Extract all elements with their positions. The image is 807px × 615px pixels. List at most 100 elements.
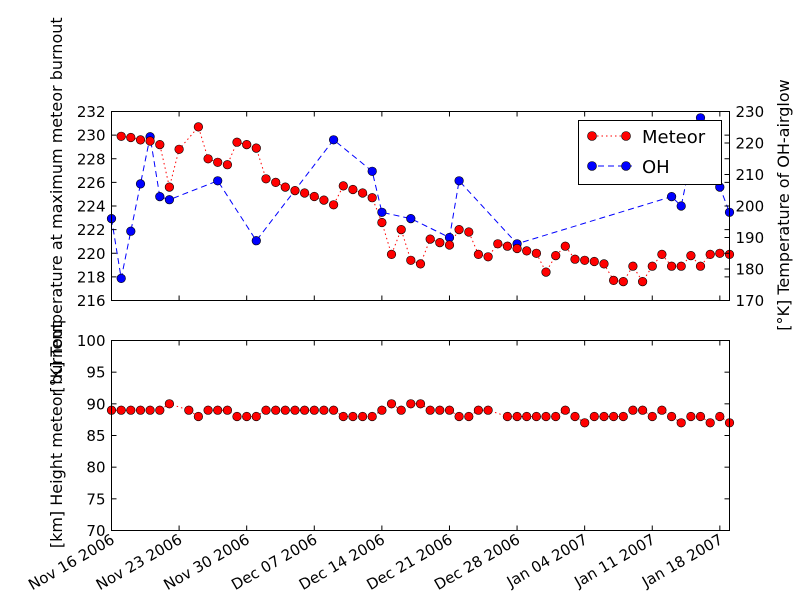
bottom-plot-frame [111, 340, 730, 531]
meteor-height-point [666, 411, 677, 422]
meteor-height-point [676, 418, 686, 428]
y-tick-label: 228 [77, 150, 106, 168]
oh-point [135, 179, 146, 189]
y-tick-label: 75 [86, 490, 105, 508]
meteor-point [666, 261, 677, 271]
meteor-point [531, 248, 542, 258]
meteor-height-point [570, 411, 580, 422]
meteor-point [647, 261, 657, 271]
legend-meteor-label: Meteor [642, 127, 706, 148]
y-right-tick-label: 170 [736, 292, 765, 310]
meteor-point [415, 259, 426, 269]
meteor-height-point [425, 405, 435, 415]
meteor-height-point [135, 405, 146, 415]
y-tick-label: 224 [77, 198, 106, 216]
meteor-point [541, 267, 551, 277]
y-tick-label: 232 [77, 103, 106, 121]
oh-point [367, 166, 377, 176]
meteor-height-point [531, 411, 542, 422]
meteor-height-point [686, 411, 696, 422]
meteor-height-point [338, 411, 348, 422]
y-tick-label: 230 [77, 127, 106, 145]
meteor-height-point [261, 405, 271, 415]
meteor-height-point [155, 405, 165, 415]
meteor-point [251, 143, 261, 153]
meteor-height-point [599, 411, 609, 422]
meteor-point [155, 140, 165, 150]
y-tick-label: 216 [77, 292, 106, 310]
legend-meteor-marker [587, 131, 597, 141]
meteor-height-point [580, 418, 590, 428]
meteor-height-point [551, 411, 561, 422]
y-tick-label: 90 [86, 395, 105, 413]
oh-point [666, 192, 677, 202]
meteor-height-point [695, 411, 706, 422]
meteor-point [329, 200, 339, 210]
meteor-height-point [560, 405, 570, 415]
legend-oh-label: OH [642, 157, 670, 178]
oh-point [213, 176, 223, 186]
meteor-height-point [116, 405, 126, 415]
meteor-height-point [502, 411, 513, 422]
meteor-point [135, 135, 146, 145]
meteor-height-point [290, 405, 300, 415]
meteor-height-point [232, 411, 242, 422]
meteor-point [570, 254, 580, 264]
meteor-point [551, 251, 561, 261]
meteor-point [396, 225, 406, 235]
meteor-point [473, 249, 484, 259]
meteor-point [580, 255, 590, 265]
meteor-point [608, 275, 619, 286]
meteor-point [213, 157, 223, 167]
meteor-point [454, 225, 464, 235]
meteor-point [309, 191, 319, 202]
y-tick-label: 80 [86, 459, 105, 477]
y-tick-label: 85 [86, 427, 105, 445]
meteor-point [174, 144, 184, 154]
oh-point [377, 207, 387, 217]
meteor-point [116, 131, 126, 141]
y-right-tick-label: 210 [736, 166, 765, 184]
top-left-axis-label: [°K] Temperature at maximum meteor burno… [47, 17, 66, 392]
bottom-series-markers [106, 399, 735, 428]
y-tick-label: 222 [77, 221, 106, 239]
meteor-height-point [280, 405, 290, 415]
meteor-height-point [242, 411, 252, 422]
meteor-point [358, 188, 368, 198]
meteor-height-point [222, 405, 232, 415]
y-tick-label: 220 [77, 245, 106, 263]
oh-point [126, 226, 136, 236]
y-right-tick-label: 220 [736, 135, 765, 153]
meteor-height-point [415, 399, 426, 409]
bottom-left-axis: 70 75 80 85 90 95 100 [77, 332, 730, 540]
meteor-point [560, 241, 570, 251]
meteor-point [464, 227, 474, 237]
y-tick-label: 218 [77, 268, 106, 286]
meteor-point [145, 136, 155, 146]
meteor-height-point [473, 405, 484, 415]
y-tick-label: 70 [86, 522, 105, 540]
meteor-point [589, 256, 599, 267]
meteor-height-point [637, 405, 648, 415]
top-x-axis [111, 111, 721, 301]
oh-point [329, 135, 339, 145]
meteor-height-point [618, 411, 628, 422]
meteor-point [164, 182, 174, 192]
top-right-axis: 170 180 190 200 210 220 230 [724, 103, 765, 310]
meteor-height-point [483, 405, 493, 415]
meteor-point [203, 154, 213, 164]
meteor-height-point [454, 411, 464, 422]
meteor-height-point [464, 411, 474, 422]
meteor-height-point [705, 418, 715, 428]
meteor-point [512, 243, 522, 254]
meteor-point [502, 241, 513, 251]
meteor-point [599, 259, 609, 269]
meteor-point [338, 181, 348, 191]
meteor-point [222, 160, 232, 170]
top-series-markers [106, 113, 735, 287]
meteor-point [522, 246, 532, 256]
meteor-point [435, 238, 445, 248]
meteor-height-point [512, 411, 522, 422]
